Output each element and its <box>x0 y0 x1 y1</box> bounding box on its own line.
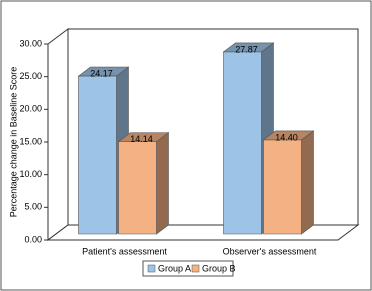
y-tick-label: 25.00 <box>19 71 42 81</box>
x-tick-label: Patient's assessment <box>82 246 167 256</box>
y-tick-label: 30.00 <box>19 38 42 48</box>
value-label: 24.17 <box>90 68 113 78</box>
value-label: 14.40 <box>275 132 298 142</box>
legend-label: Group A <box>158 263 191 273</box>
legend-box <box>142 260 234 277</box>
side-wall <box>47 28 69 241</box>
x-tick-label: Observer's assessment <box>223 246 317 256</box>
y-tick-label: 15.00 <box>19 136 42 146</box>
y-tick-label: 5.00 <box>24 202 42 212</box>
y-tick-label: 0.00 <box>24 234 42 244</box>
bar-front <box>78 75 117 235</box>
y-tick-label: 20.00 <box>19 104 42 114</box>
legend-swatch <box>147 264 156 273</box>
value-label: 14.14 <box>130 134 153 144</box>
bar-side <box>301 130 314 235</box>
y-axis-label: Percentage change in Baseline Score <box>8 67 18 218</box>
y-tick-label: 10.00 <box>19 169 42 179</box>
legend-label: Group B <box>202 263 236 273</box>
bar-side <box>156 132 169 235</box>
bar-front <box>118 141 157 235</box>
legend-swatch <box>191 264 200 273</box>
bar <box>117 132 170 235</box>
bar <box>262 130 315 235</box>
value-label: 27.87 <box>235 44 258 54</box>
bar-front <box>223 51 262 235</box>
bar-front <box>263 139 302 235</box>
